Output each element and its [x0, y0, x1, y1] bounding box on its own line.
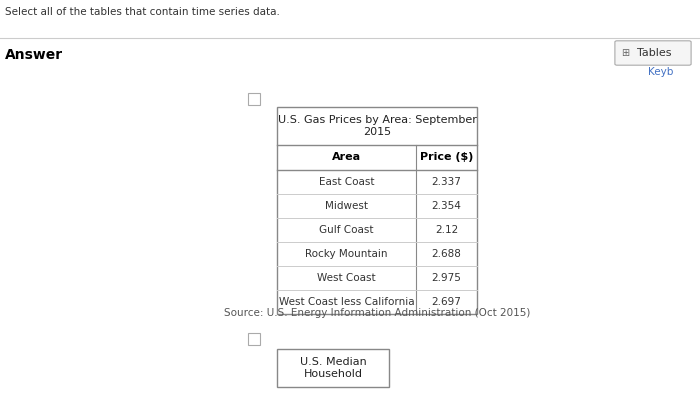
- Text: Price ($): Price ($): [420, 152, 473, 162]
- Text: 2.688: 2.688: [432, 249, 461, 259]
- Text: West Coast less California: West Coast less California: [279, 297, 414, 307]
- Text: U.S. Median
Household: U.S. Median Household: [300, 357, 366, 379]
- Bar: [277, 349, 389, 387]
- Text: 2.354: 2.354: [432, 201, 461, 211]
- Text: Keyb: Keyb: [648, 67, 673, 77]
- Text: Source: U.S. Energy Information Administration (Oct 2015): Source: U.S. Energy Information Administ…: [224, 308, 530, 318]
- Text: Select all of the tables that contain time series data.: Select all of the tables that contain ti…: [5, 7, 280, 17]
- FancyBboxPatch shape: [615, 41, 691, 65]
- Text: Answer: Answer: [5, 48, 63, 62]
- Bar: [277, 107, 477, 314]
- Text: 2.697: 2.697: [432, 297, 461, 307]
- Text: Midwest: Midwest: [325, 201, 368, 211]
- Text: Area: Area: [332, 152, 361, 162]
- Text: ⊞: ⊞: [621, 48, 629, 58]
- Text: Gulf Coast: Gulf Coast: [319, 225, 374, 235]
- Bar: [248, 93, 260, 105]
- Text: Tables: Tables: [637, 48, 671, 58]
- Text: 2.337: 2.337: [432, 177, 461, 187]
- Text: East Coast: East Coast: [318, 177, 374, 187]
- Text: 2.975: 2.975: [432, 273, 461, 283]
- Bar: [248, 333, 260, 345]
- Text: U.S. Gas Prices by Area: September
2015: U.S. Gas Prices by Area: September 2015: [278, 115, 477, 137]
- Text: West Coast: West Coast: [317, 273, 376, 283]
- Text: 2.12: 2.12: [435, 225, 458, 235]
- Text: Rocky Mountain: Rocky Mountain: [305, 249, 388, 259]
